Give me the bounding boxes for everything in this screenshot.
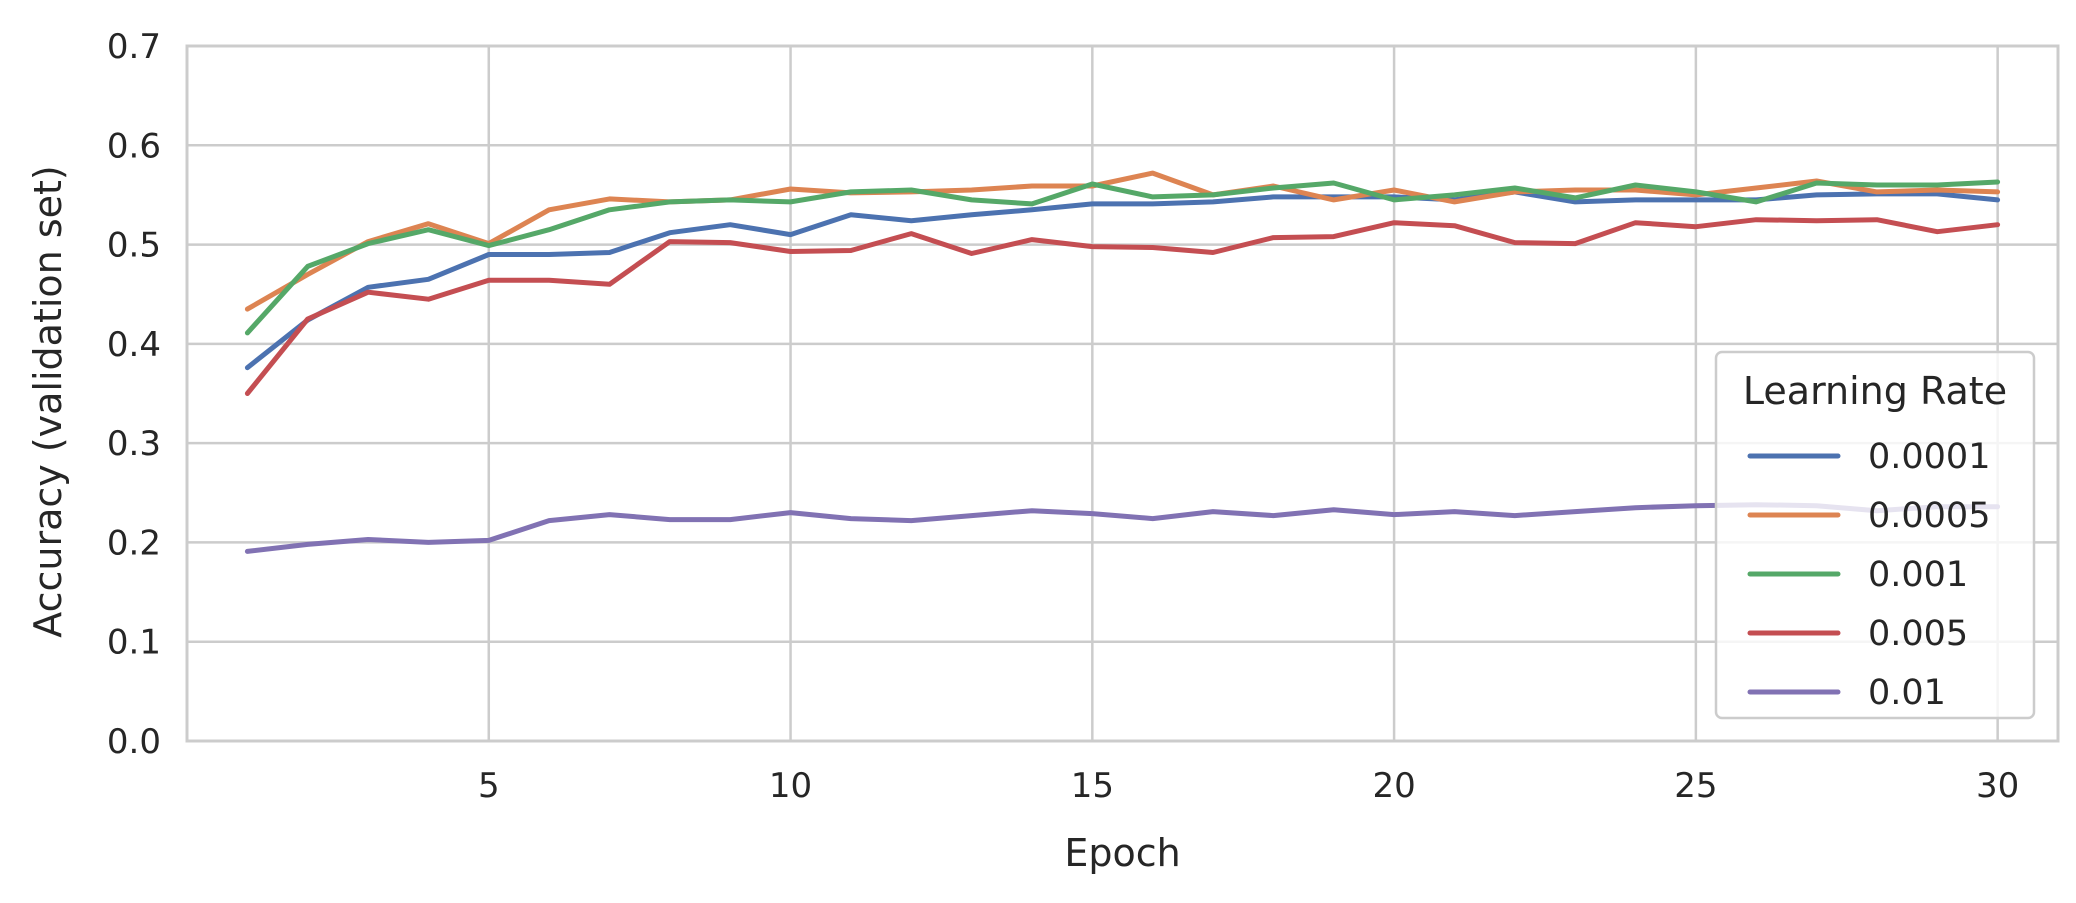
series-line-0.01 xyxy=(244,502,2001,554)
y-axis-title: Accuracy (validation set) xyxy=(26,165,70,637)
series-lines xyxy=(244,170,2001,554)
legend-label: 0.0001 xyxy=(1868,437,1990,477)
x-tick-label: 15 xyxy=(1071,766,1114,806)
legend-entry: 0.0005 xyxy=(1747,496,1990,536)
tick-labels: 5 10 15 20 25 30 0.0 0.1 0.2 0.3 0.4 0.5 0.6 0.7 xyxy=(107,27,2019,806)
legend-label: 0.01 xyxy=(1868,673,1946,713)
y-tick-label: 0.1 xyxy=(107,623,161,663)
legend-entry: 0.005 xyxy=(1747,614,1968,654)
y-tick-label: 0.6 xyxy=(107,126,161,166)
x-tick-label: 20 xyxy=(1372,766,1415,806)
legend-box xyxy=(1714,350,2036,720)
x-tick-label: 30 xyxy=(1976,766,2019,806)
legend: Learning Rate 0.0001 0.0005 0.001 0.005 0.01 xyxy=(1714,350,2036,720)
y-tick-label: 0.5 xyxy=(107,226,161,266)
y-tick-label: 0.4 xyxy=(107,325,161,365)
x-tick-label: 10 xyxy=(769,766,812,806)
x-tick-label: 5 xyxy=(478,766,500,806)
legend-entry: 0.001 xyxy=(1747,555,1968,595)
series-line-0.001 xyxy=(244,179,2001,336)
y-tick-label: 0.2 xyxy=(107,523,161,563)
legend-label: 0.001 xyxy=(1868,555,1968,595)
legend-entry: 0.01 xyxy=(1747,673,1946,713)
y-tick-label: 0.3 xyxy=(107,424,161,464)
legend-label: 0.005 xyxy=(1868,614,1968,654)
legend-entry: 0.0001 xyxy=(1747,437,1990,477)
series-line-0.005 xyxy=(244,217,2001,396)
plot-frame xyxy=(185,44,2060,743)
x-axis-title: Epoch xyxy=(1064,831,1180,875)
series-line-0.0001 xyxy=(244,189,2001,371)
y-tick-label: 0.7 xyxy=(107,27,161,67)
legend-title: Learning Rate xyxy=(1743,369,2007,413)
legend-label: 0.0005 xyxy=(1868,496,1990,536)
y-tick-label: 0.0 xyxy=(107,722,161,762)
x-tick-label: 25 xyxy=(1674,766,1717,806)
legend-entries: 0.0001 0.0005 0.001 0.005 0.01 xyxy=(1747,437,1990,713)
